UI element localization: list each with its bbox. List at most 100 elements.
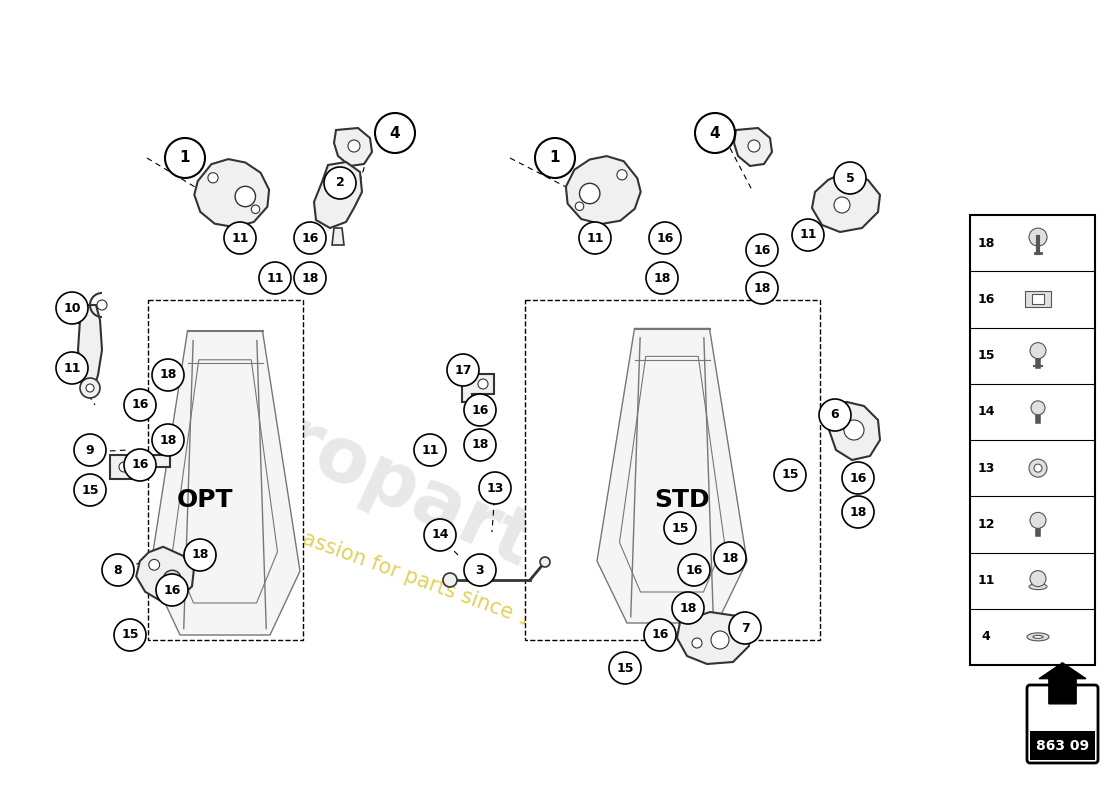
Text: 16: 16 [471,403,488,417]
Text: 4: 4 [981,630,990,643]
Circle shape [644,619,676,651]
Text: 15: 15 [81,483,99,497]
Ellipse shape [1027,633,1049,641]
Circle shape [102,554,134,586]
Text: 16: 16 [131,398,149,411]
Circle shape [375,113,415,153]
Text: 14: 14 [431,529,449,542]
Text: 863 09: 863 09 [1036,738,1089,753]
Circle shape [235,186,255,206]
Circle shape [464,429,496,461]
Circle shape [74,434,106,466]
Circle shape [692,638,702,648]
Circle shape [208,173,218,183]
Text: 15: 15 [977,349,994,362]
Circle shape [1030,570,1046,586]
Ellipse shape [1028,584,1047,590]
Circle shape [251,205,260,214]
Text: 18: 18 [680,602,696,614]
Text: 11: 11 [586,231,604,245]
Circle shape [1030,342,1046,358]
Text: 11: 11 [64,362,80,374]
Text: 15: 15 [616,662,634,674]
Polygon shape [462,374,494,402]
Polygon shape [812,172,880,232]
FancyBboxPatch shape [1027,685,1098,763]
Circle shape [609,652,641,684]
Text: 13: 13 [977,462,994,474]
FancyBboxPatch shape [1025,291,1050,307]
Text: 11: 11 [266,271,284,285]
Circle shape [414,434,446,466]
Text: 18: 18 [301,271,319,285]
Text: 18: 18 [471,438,488,451]
Text: 15: 15 [781,469,799,482]
Circle shape [1028,459,1047,477]
Circle shape [540,557,550,567]
Text: 11: 11 [421,443,439,457]
Circle shape [80,378,100,398]
Circle shape [152,424,184,456]
Circle shape [774,459,806,491]
Circle shape [119,462,129,472]
Circle shape [163,570,182,588]
Circle shape [678,554,710,586]
Circle shape [844,420,864,440]
Circle shape [695,113,735,153]
Polygon shape [734,128,772,166]
Text: 7: 7 [740,622,749,634]
Circle shape [124,449,156,481]
Circle shape [729,612,761,644]
Circle shape [575,202,584,210]
Polygon shape [597,329,747,623]
Text: 18: 18 [191,549,209,562]
Circle shape [464,554,496,586]
Circle shape [152,359,184,391]
Circle shape [834,162,866,194]
Circle shape [424,519,456,551]
Polygon shape [828,402,880,460]
Circle shape [148,559,159,570]
Circle shape [1034,464,1042,472]
Circle shape [649,222,681,254]
Circle shape [792,219,824,251]
Polygon shape [78,305,102,388]
Circle shape [447,354,478,386]
Circle shape [746,272,778,304]
Text: 3: 3 [475,563,484,577]
Text: 1: 1 [550,150,560,166]
Circle shape [124,389,156,421]
Circle shape [664,512,696,544]
Text: 18: 18 [160,434,177,446]
Circle shape [1028,228,1047,246]
FancyBboxPatch shape [525,300,820,640]
Polygon shape [676,612,751,664]
Text: 16: 16 [163,583,180,597]
Circle shape [184,539,216,571]
Text: 17: 17 [454,363,472,377]
Circle shape [348,140,360,152]
Text: 16: 16 [301,231,319,245]
Text: 11: 11 [231,231,249,245]
Circle shape [56,292,88,324]
Text: OPT: OPT [177,488,233,512]
Text: 4: 4 [389,126,400,141]
Circle shape [672,592,704,624]
FancyArrow shape [1040,662,1086,704]
Circle shape [646,262,678,294]
Circle shape [579,222,610,254]
Circle shape [258,262,292,294]
Text: 18: 18 [849,506,867,518]
Circle shape [165,138,205,178]
Polygon shape [110,455,170,479]
Circle shape [86,384,94,392]
Circle shape [535,138,575,178]
Text: 11: 11 [977,574,994,587]
Text: 16: 16 [657,231,673,245]
Text: 15: 15 [121,629,139,642]
Circle shape [714,542,746,574]
Polygon shape [150,331,300,635]
Text: 18: 18 [160,369,177,382]
Text: 10: 10 [64,302,80,314]
Text: 4: 4 [710,126,720,141]
